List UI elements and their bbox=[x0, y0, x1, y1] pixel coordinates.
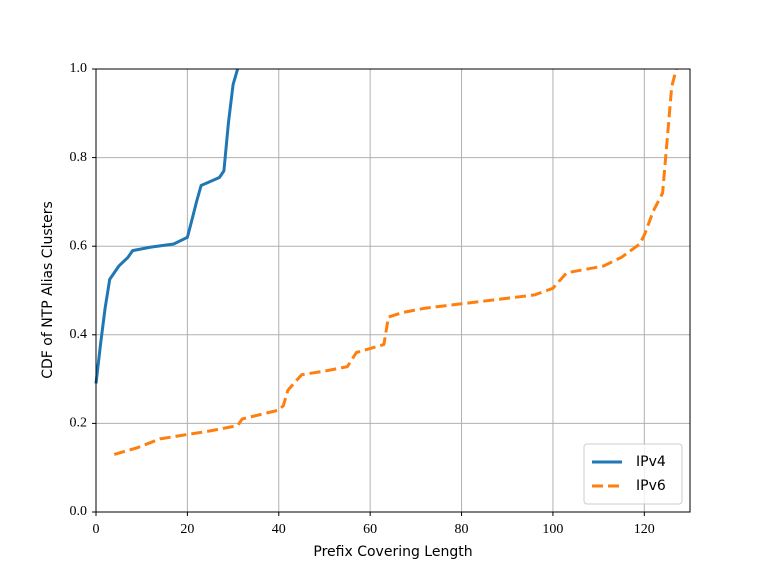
x-tick-label: 60 bbox=[363, 522, 377, 537]
legend-box bbox=[583, 443, 683, 505]
x-tick-label: 120 bbox=[634, 522, 655, 537]
series-line bbox=[94, 68, 240, 384]
x-tick-label: 100 bbox=[542, 522, 563, 537]
y-tick-label: 0.6 bbox=[70, 238, 88, 253]
x-tick-label: 80 bbox=[455, 522, 469, 537]
x-axis-label: Prefix Covering Length bbox=[313, 544, 472, 560]
y-tick-label: 0.2 bbox=[70, 416, 88, 431]
y-axis-label: CDF of NTP Alias Clusters bbox=[40, 201, 56, 379]
x-tick-label: 40 bbox=[272, 522, 286, 537]
axes-frame bbox=[95, 68, 691, 513]
legend-label: IPv6 bbox=[636, 478, 666, 494]
y-tick-label: 0.0 bbox=[70, 504, 88, 519]
x-tick-label: 20 bbox=[180, 522, 194, 537]
series-line bbox=[113, 68, 678, 456]
legend-label: IPv4 bbox=[636, 454, 666, 470]
y-tick-label: 0.4 bbox=[70, 327, 88, 342]
x-tick-label: 0 bbox=[93, 522, 100, 537]
y-tick-label: 1.0 bbox=[70, 61, 88, 76]
y-tick-label: 0.8 bbox=[70, 150, 88, 165]
